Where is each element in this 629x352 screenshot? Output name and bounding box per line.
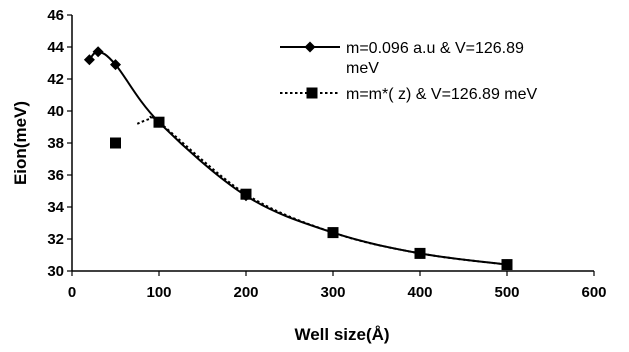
plot-curves [88, 50, 508, 266]
legend-series-1-label: m=0.096 a.u & V=126.89 [346, 40, 524, 57]
y-tick-label: 46 [47, 7, 64, 24]
series-1-line [88, 50, 508, 266]
tick-labels: 0 100 200 300 400 500 600 30 32 34 36 38 40 42 44 46 [47, 7, 606, 301]
series-1-point-1 [92, 46, 104, 58]
x-tick-label: 600 [581, 284, 606, 301]
x-tick-label: 200 [233, 284, 258, 301]
series-2-point-5 [501, 259, 513, 271]
axes [67, 14, 595, 276]
y-tick-label: 40 [47, 103, 64, 120]
y-tick-label: 36 [47, 167, 64, 184]
x-tick-label: 100 [146, 284, 171, 301]
series-2-point-3 [327, 227, 339, 239]
series-2-point-2 [240, 188, 252, 200]
y-tick-label: 44 [47, 39, 64, 56]
x-tick-label: 400 [407, 284, 432, 301]
x-axis-title: Well size(Å) [294, 325, 389, 344]
legend: m=0.096 a.u & V=126.89 meV m=m*( z) & V=12… [280, 40, 538, 103]
legend-series-1-label: meV [346, 60, 379, 77]
series-2-line [136, 114, 508, 266]
series-2-point-1 [153, 116, 165, 128]
y-tick-label: 34 [47, 199, 64, 216]
y-tick-label: 42 [47, 71, 64, 88]
legend-series-2-label: m=m*( z) & V=126.89 meV [346, 86, 538, 103]
y-tick-label: 38 [47, 135, 64, 152]
legend-series-1-marker [304, 41, 316, 53]
x-tick-label: 500 [494, 284, 519, 301]
plot-markers [83, 46, 513, 271]
series-1-point-2 [110, 59, 121, 71]
x-tick-label: 300 [320, 284, 345, 301]
x-tick-label: 0 [68, 284, 76, 301]
y-tick-label: 30 [47, 263, 64, 280]
series-1-point-0 [83, 54, 95, 66]
y-axis-title: Eion(meV) [11, 101, 30, 185]
series-2-point-4 [414, 247, 426, 259]
y-tick-label: 32 [47, 231, 64, 248]
legend-series-2-marker [306, 87, 318, 99]
series-2-point-0 [110, 137, 121, 149]
